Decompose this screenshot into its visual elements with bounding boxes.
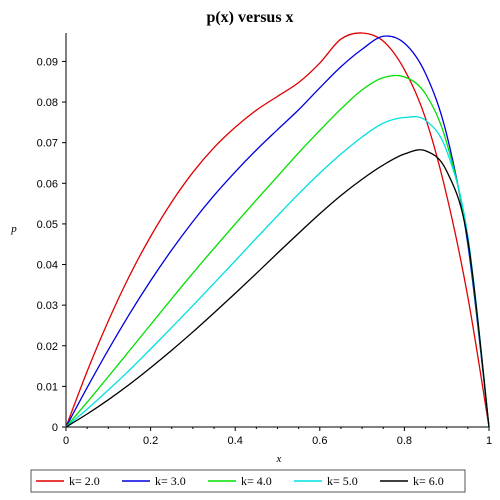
series-line (65, 115, 490, 428)
legend-label: k= 3.0 (155, 474, 186, 488)
legend-label: k= 6.0 (413, 474, 444, 488)
y-tick-label: 0 (52, 422, 58, 434)
plot-area: 0 0.2 0.4 0.6 0.8 1 0 0.01 0.02 0.03 0.04 0.05 0.06… (37, 32, 492, 447)
y-tick-label: 0.08 (37, 97, 58, 109)
series-line (65, 74, 490, 428)
y-axis-label: p (10, 223, 17, 235)
legend-items: k= 2.0 k= 3.0 k= 4.0 k= 5.0 k= 6.0 (36, 474, 444, 488)
y-tick-label: 0.09 (37, 56, 58, 68)
x-axis-label: x (276, 453, 282, 465)
y-ticks: 0 0.01 0.02 0.03 0.04 0.05 0.06 0.07 0.08 0.09 (37, 56, 66, 434)
legend-label: k= 5.0 (327, 474, 358, 488)
legend-label: k= 4.0 (241, 474, 272, 488)
x-tick-label: 0.8 (397, 435, 412, 447)
x-ticks: 0 0.2 0.4 0.6 0.8 1 (63, 427, 492, 447)
legend-box (30, 469, 466, 493)
x-tick-label: 0.2 (143, 435, 158, 447)
y-tick-label: 0.07 (37, 138, 58, 150)
legend: k= 2.0 k= 3.0 k= 4.0 k= 5.0 k= 6.0 (30, 469, 466, 493)
y-tick-label: 0.02 (37, 341, 58, 353)
series-line (65, 32, 490, 428)
series-line (65, 149, 490, 428)
y-tick-label: 0.04 (37, 260, 58, 272)
legend-label: k= 2.0 (69, 474, 100, 488)
series-lines (65, 32, 490, 428)
y-tick-label: 0.01 (37, 381, 58, 393)
series-line (65, 35, 490, 428)
x-tick-label: 1 (486, 435, 492, 447)
y-tick-label: 0.06 (37, 178, 58, 190)
chart-title: p(x) versus x (206, 9, 293, 26)
y-tick-label: 0.05 (37, 219, 58, 231)
y-tick-label: 0.03 (37, 300, 58, 312)
x-tick-label: 0 (63, 435, 69, 447)
x-tick-label: 0.6 (312, 435, 327, 447)
x-tick-label: 0.4 (228, 435, 243, 447)
